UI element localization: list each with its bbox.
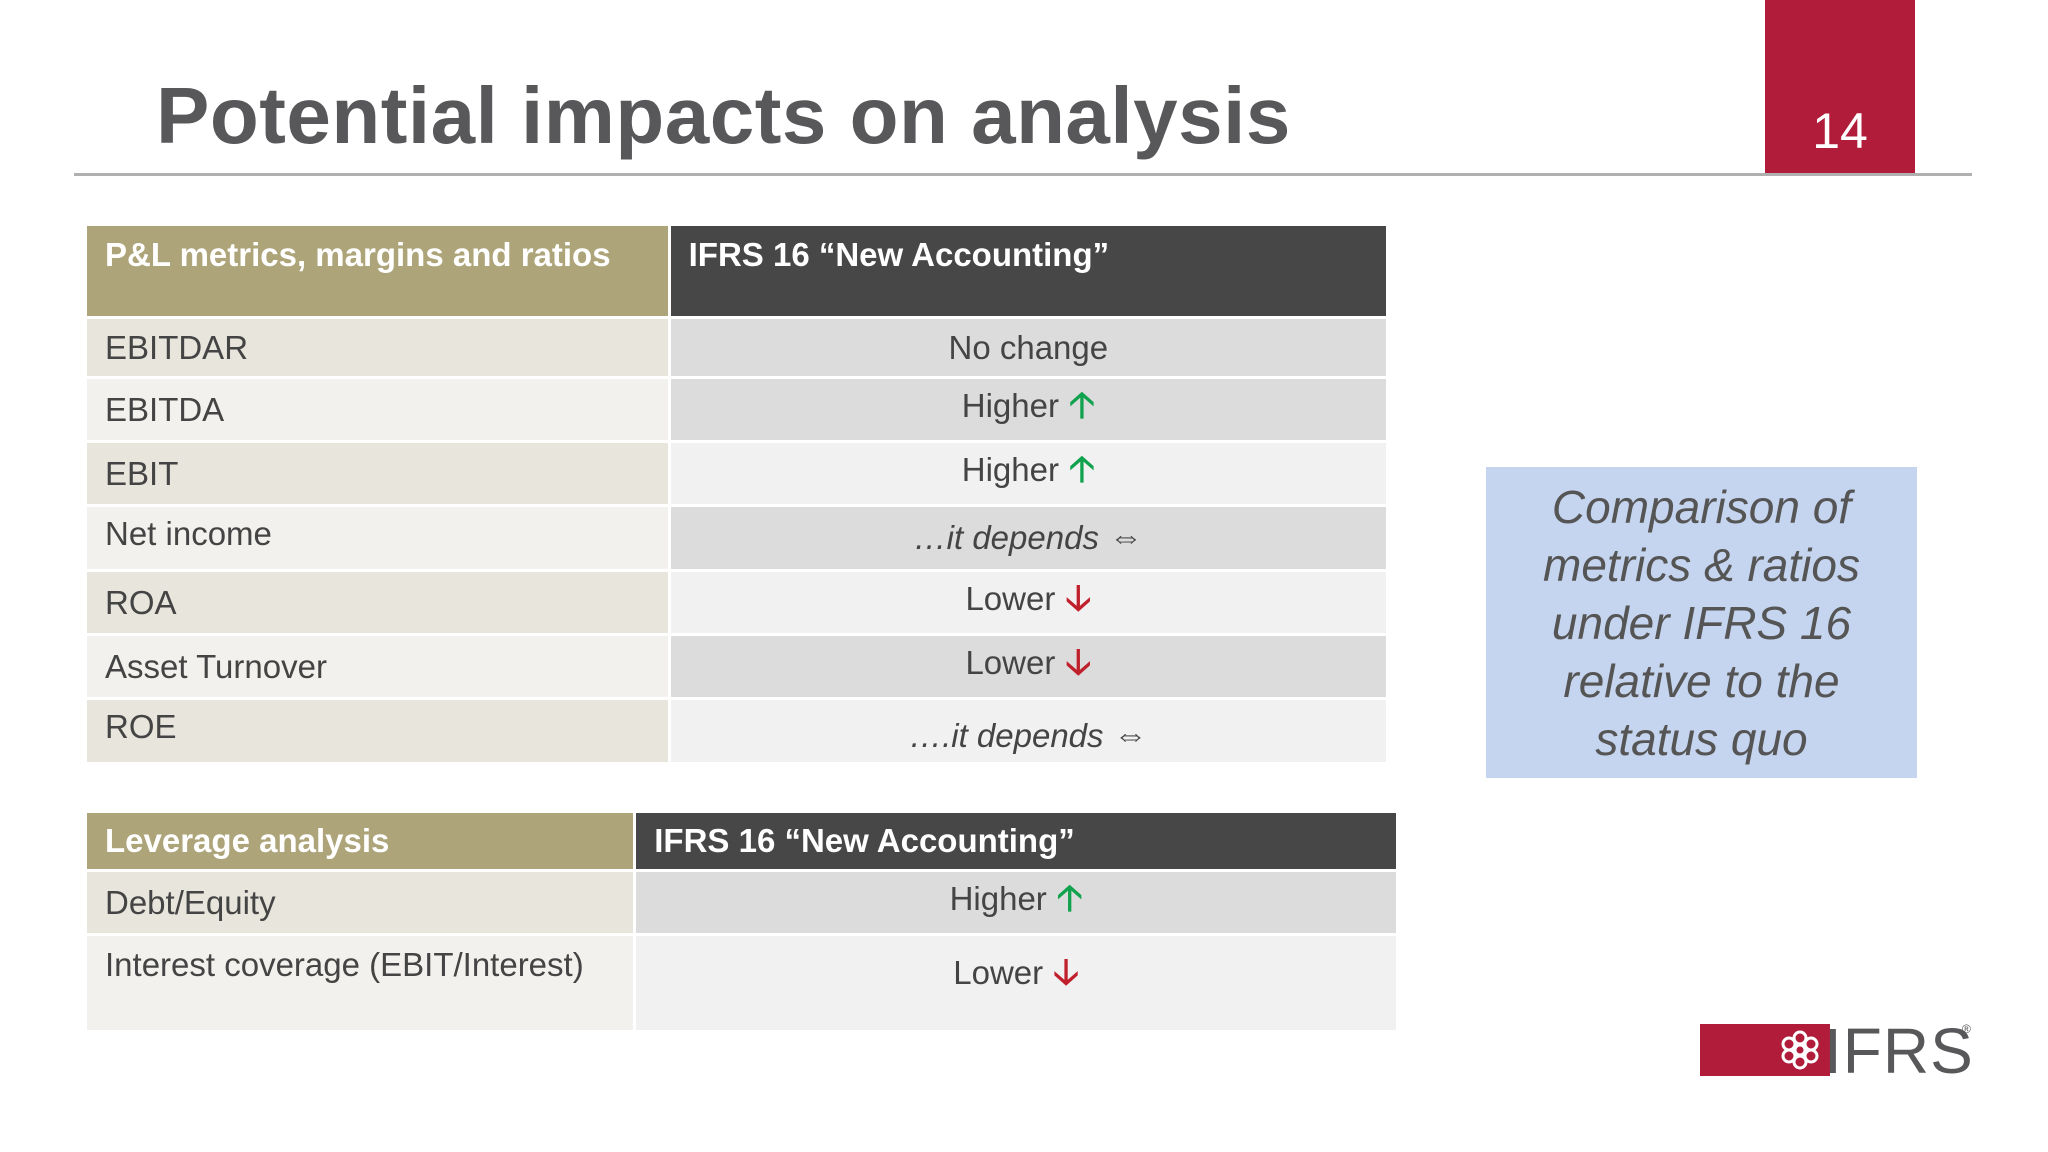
table-header-row: Leverage analysis IFRS 16 “New Accountin… <box>87 813 1396 869</box>
impact-text: …it depends <box>913 518 1099 556</box>
page-number-box: 14 <box>1765 0 1915 174</box>
metric-label: ROE <box>87 700 668 762</box>
ifrs-logo: IFRS ® <box>1700 1015 1980 1087</box>
table-row: ROE ….it depends ⇔ <box>87 700 1386 762</box>
impact-cell: Lower 🡣 <box>636 936 1396 1030</box>
impact-cell: Lower 🡣 <box>670 636 1386 697</box>
impact-text: ….it depends <box>909 717 1104 754</box>
table-row: Net income …it depends ⇔ <box>87 507 1386 569</box>
impact-text: Higher <box>961 451 1059 488</box>
impact-cell: Higher 🡡 <box>670 443 1386 504</box>
impact-cell: Lower 🡣 <box>670 572 1386 633</box>
table-row: Asset Turnover Lower 🡣 <box>87 636 1386 697</box>
pl-header-impact: IFRS 16 “New Accounting” <box>670 226 1386 316</box>
table-row: Debt/Equity Higher 🡡 <box>87 872 1396 933</box>
title-divider <box>74 173 1972 176</box>
metric-label: EBIT <box>87 443 668 504</box>
metric-label: Debt/Equity <box>87 872 634 933</box>
registered-mark: ® <box>1962 1022 1971 1036</box>
table-row: EBITDAR No change <box>87 319 1386 376</box>
down-arrow-icon: 🡣 <box>1065 577 1092 618</box>
logo-text: IFRS <box>1824 1015 1974 1087</box>
table-row: ROA Lower 🡣 <box>87 572 1386 633</box>
slide-title: Potential impacts on analysis <box>156 71 1291 160</box>
leverage-header-impact: IFRS 16 “New Accounting” <box>636 813 1396 869</box>
left-right-arrow-icon: ⇔ <box>1113 717 1148 755</box>
up-arrow-icon: 🡡 <box>1056 877 1083 918</box>
pl-header-metric: P&L metrics, margins and ratios <box>87 226 668 316</box>
impact-text: No change <box>948 328 1109 366</box>
pl-metrics-table: P&L metrics, margins and ratios IFRS 16 … <box>84 223 1389 765</box>
impact-text: Lower <box>965 644 1056 681</box>
impact-text: Lower <box>965 580 1056 617</box>
impact-cell: Higher 🡡 <box>670 379 1386 440</box>
leverage-header-metric: Leverage analysis <box>87 813 634 869</box>
impact-cell: No change <box>670 319 1386 376</box>
down-arrow-icon: 🡣 <box>1053 951 1079 992</box>
down-arrow-icon: 🡣 <box>1065 641 1092 682</box>
impact-cell: ….it depends ⇔ <box>670 700 1386 762</box>
callout-text: Comparison of metrics & ratios under IFR… <box>1543 480 1860 765</box>
impact-text: Higher <box>949 880 1047 917</box>
impact-text: Higher <box>961 387 1059 424</box>
left-right-arrow-icon: ⇔ <box>1108 518 1143 557</box>
up-arrow-icon: 🡡 <box>1068 448 1095 489</box>
page-number: 14 <box>1812 103 1868 159</box>
metric-label: Net income <box>87 507 668 569</box>
table-header-row: P&L metrics, margins and ratios IFRS 16 … <box>87 226 1386 316</box>
table-row: Interest coverage (EBIT/Interest) Lower 🡣 <box>87 936 1396 1030</box>
metric-label: Interest coverage (EBIT/Interest) <box>87 936 634 1030</box>
table-row: EBIT Higher 🡡 <box>87 443 1386 504</box>
comparison-callout: Comparison of metrics & ratios under IFR… <box>1486 467 1917 778</box>
impact-cell: Higher 🡡 <box>636 872 1396 933</box>
impact-text: Lower <box>953 954 1044 991</box>
metric-label: Asset Turnover <box>87 636 668 697</box>
metric-label: ROA <box>87 572 668 633</box>
table-row: EBITDA Higher 🡡 <box>87 379 1386 440</box>
impact-cell: …it depends ⇔ <box>670 507 1386 569</box>
metric-label: EBITDAR <box>87 319 668 376</box>
ifrs-flower-mark-icon <box>1781 1030 1819 1070</box>
metric-label: EBITDA <box>87 379 668 440</box>
up-arrow-icon: 🡡 <box>1068 384 1095 425</box>
leverage-table: Leverage analysis IFRS 16 “New Accountin… <box>84 810 1399 1033</box>
